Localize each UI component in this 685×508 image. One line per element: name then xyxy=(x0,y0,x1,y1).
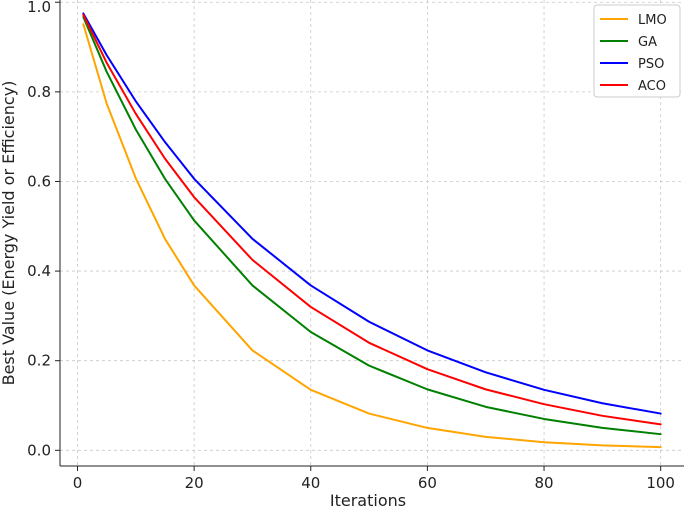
series-line-aco xyxy=(82,13,662,426)
x-tick-label: 100 xyxy=(646,474,675,492)
legend-label-pso: PSO xyxy=(638,57,664,72)
series-lines xyxy=(82,12,662,449)
x-tick-label: 20 xyxy=(185,474,204,492)
y-axis-title: Best Value (Energy Yield or Efficiency) xyxy=(0,81,18,386)
y-tick-label: 1.0 xyxy=(27,0,51,16)
x-tick-label: 0 xyxy=(73,474,83,492)
axes xyxy=(59,0,684,467)
x-tick-label: 80 xyxy=(534,474,553,492)
legend-label-aco: ACO xyxy=(638,79,666,94)
y-tick-label: 0.0 xyxy=(27,441,51,459)
legend-box xyxy=(593,4,681,98)
ticks: 0 20 40 60 80 100 0.0 0.2 0.4 0.6 0.8 1.0 xyxy=(27,0,675,492)
y-tick-label: 0.2 xyxy=(27,352,51,370)
series-line-pso xyxy=(82,12,662,415)
x-tick-label: 40 xyxy=(301,474,320,492)
series-line-lmo xyxy=(82,23,662,449)
y-tick-label: 0.4 xyxy=(27,262,51,280)
plot-area xyxy=(60,0,684,466)
y-tick-label: 0.8 xyxy=(27,83,51,101)
legend-label-ga: GA xyxy=(638,35,657,50)
legend: LMO GA PSO ACO xyxy=(593,4,681,98)
x-tick-label: 60 xyxy=(418,474,437,492)
series-line-ga xyxy=(82,16,662,436)
legend-label-lmo: LMO xyxy=(638,13,667,28)
y-tick-label: 0.6 xyxy=(27,172,51,190)
grid xyxy=(60,0,684,466)
x-axis-title: Iterations xyxy=(330,491,406,508)
